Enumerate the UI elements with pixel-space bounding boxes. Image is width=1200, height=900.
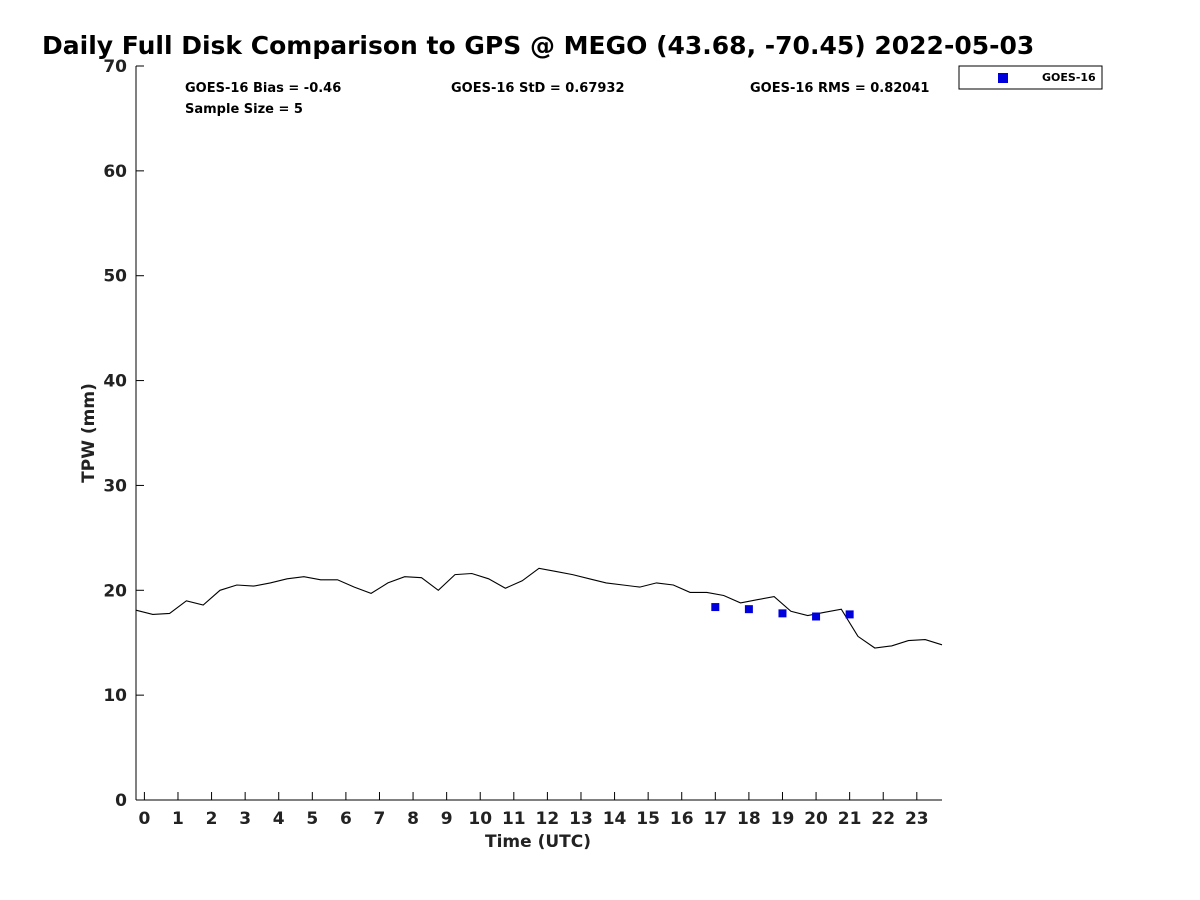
sample-size-stat: Sample Size = 5 bbox=[185, 102, 303, 117]
x-tick-label: 1 bbox=[172, 809, 184, 829]
x-tick-label: 17 bbox=[703, 809, 727, 829]
gps-tpw-line bbox=[135, 567, 943, 649]
series-layer bbox=[135, 567, 943, 649]
y-axis-label: TPW (mm) bbox=[79, 383, 99, 483]
x-tick-label: 15 bbox=[636, 809, 660, 829]
x-tick-label: 9 bbox=[441, 809, 453, 829]
x-tick-label: 14 bbox=[603, 809, 627, 829]
y-tick-label: 30 bbox=[103, 476, 127, 496]
legend-marker-goes16 bbox=[998, 73, 1008, 83]
chart-title: Daily Full Disk Comparison to GPS @ MEGO… bbox=[42, 31, 1034, 60]
y-tick-label: 20 bbox=[103, 581, 127, 601]
goes16-point bbox=[778, 609, 787, 618]
legend: GOES-16 bbox=[958, 65, 1103, 90]
x-tick-label: 20 bbox=[804, 809, 828, 829]
x-tick-label: 19 bbox=[771, 809, 795, 829]
x-tick-label: 12 bbox=[536, 809, 560, 829]
x-tick-label: 8 bbox=[407, 809, 419, 829]
bias-stat: GOES-16 Bias = -0.46 bbox=[185, 81, 341, 96]
x-ticks: 0 1 2 3 4 5 6 7 8 9 10 11 12 13 14 15 16 17 18 19 20 21 22 23 bbox=[138, 792, 929, 829]
std-stat: GOES-16 StD = 0.67932 bbox=[451, 81, 625, 96]
y-ticks: 0 10 20 30 40 50 60 70 bbox=[103, 57, 144, 811]
goes16-point bbox=[845, 610, 854, 619]
x-tick-label: 10 bbox=[468, 809, 492, 829]
x-tick-label: 23 bbox=[905, 809, 929, 829]
legend-box bbox=[958, 65, 1103, 90]
x-tick-label: 6 bbox=[340, 809, 352, 829]
y-tick-label: 40 bbox=[103, 372, 127, 392]
x-tick-label: 5 bbox=[306, 809, 318, 829]
x-tick-label: 3 bbox=[239, 809, 251, 829]
x-tick-label: 4 bbox=[273, 809, 285, 829]
rms-stat: GOES-16 RMS = 0.82041 bbox=[750, 81, 929, 96]
x-tick-label: 13 bbox=[569, 809, 593, 829]
plot-axes bbox=[135, 66, 942, 801]
y-tick-label: 0 bbox=[115, 791, 127, 811]
goes16-point bbox=[812, 612, 821, 621]
x-tick-label: 7 bbox=[374, 809, 386, 829]
y-tick-label: 10 bbox=[103, 686, 127, 706]
x-tick-label: 22 bbox=[871, 809, 895, 829]
x-tick-label: 18 bbox=[737, 809, 761, 829]
x-tick-label: 0 bbox=[138, 809, 150, 829]
x-tick-label: 2 bbox=[206, 809, 218, 829]
x-tick-label: 21 bbox=[838, 809, 862, 829]
goes16-point bbox=[744, 605, 753, 614]
y-tick-label: 60 bbox=[103, 162, 127, 182]
y-tick-label: 70 bbox=[103, 57, 127, 77]
x-tick-label: 16 bbox=[670, 809, 694, 829]
y-tick-label: 50 bbox=[103, 267, 127, 287]
stats-annotations: GOES-16 Bias = -0.46 GOES-16 StD = 0.679… bbox=[185, 81, 929, 117]
x-axis-label: Time (UTC) bbox=[485, 832, 591, 852]
goes16-point bbox=[711, 603, 720, 612]
legend-label-goes16: GOES-16 bbox=[1042, 71, 1096, 84]
x-tick-label: 11 bbox=[502, 809, 526, 829]
